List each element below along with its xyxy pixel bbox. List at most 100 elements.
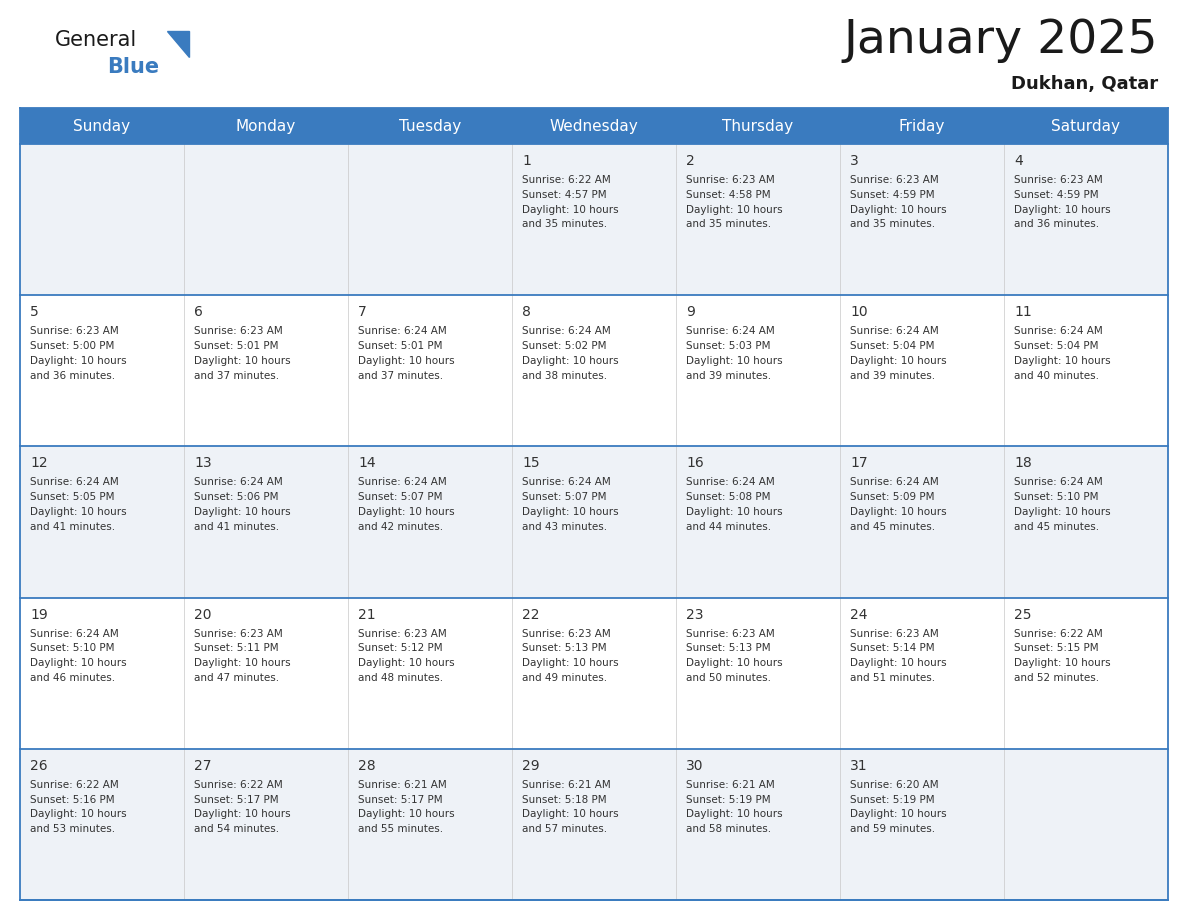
Text: Sunset: 4:58 PM: Sunset: 4:58 PM xyxy=(685,190,771,200)
Text: and 45 minutes.: and 45 minutes. xyxy=(1015,521,1099,532)
Text: and 41 minutes.: and 41 minutes. xyxy=(194,521,279,532)
Text: Sunrise: 6:23 AM: Sunrise: 6:23 AM xyxy=(1015,175,1102,185)
Text: Daylight: 10 hours: Daylight: 10 hours xyxy=(30,810,127,820)
Text: Sunrise: 6:23 AM: Sunrise: 6:23 AM xyxy=(194,629,283,639)
Text: Sunrise: 6:24 AM: Sunrise: 6:24 AM xyxy=(358,477,447,487)
Text: and 41 minutes.: and 41 minutes. xyxy=(30,521,115,532)
Text: 24: 24 xyxy=(849,608,867,621)
Text: Daylight: 10 hours: Daylight: 10 hours xyxy=(358,356,455,365)
Text: Sunrise: 6:22 AM: Sunrise: 6:22 AM xyxy=(522,175,611,185)
Text: Monday: Monday xyxy=(236,118,296,133)
Text: and 40 minutes.: and 40 minutes. xyxy=(1015,371,1099,381)
Text: Dukhan, Qatar: Dukhan, Qatar xyxy=(1011,75,1158,93)
Text: Sunset: 5:07 PM: Sunset: 5:07 PM xyxy=(358,492,442,502)
Text: Daylight: 10 hours: Daylight: 10 hours xyxy=(685,658,783,668)
Text: Daylight: 10 hours: Daylight: 10 hours xyxy=(194,810,291,820)
Text: Sunrise: 6:23 AM: Sunrise: 6:23 AM xyxy=(849,629,939,639)
Text: Daylight: 10 hours: Daylight: 10 hours xyxy=(849,810,947,820)
Text: 28: 28 xyxy=(358,759,375,773)
Text: 3: 3 xyxy=(849,154,859,168)
Text: 30: 30 xyxy=(685,759,703,773)
Text: Daylight: 10 hours: Daylight: 10 hours xyxy=(30,658,127,668)
Text: Sunset: 5:10 PM: Sunset: 5:10 PM xyxy=(1015,492,1099,502)
Text: and 37 minutes.: and 37 minutes. xyxy=(194,371,279,381)
Text: Daylight: 10 hours: Daylight: 10 hours xyxy=(194,658,291,668)
Text: 21: 21 xyxy=(358,608,375,621)
Text: Sunrise: 6:24 AM: Sunrise: 6:24 AM xyxy=(685,477,775,487)
Text: Sunset: 5:15 PM: Sunset: 5:15 PM xyxy=(1015,644,1099,654)
Text: Daylight: 10 hours: Daylight: 10 hours xyxy=(30,356,127,365)
Text: Daylight: 10 hours: Daylight: 10 hours xyxy=(522,205,619,215)
Text: and 42 minutes.: and 42 minutes. xyxy=(358,521,443,532)
Text: 5: 5 xyxy=(30,305,39,319)
Text: Sunrise: 6:22 AM: Sunrise: 6:22 AM xyxy=(194,779,283,789)
Text: 23: 23 xyxy=(685,608,703,621)
Text: Sunset: 4:57 PM: Sunset: 4:57 PM xyxy=(522,190,607,200)
Text: Sunrise: 6:24 AM: Sunrise: 6:24 AM xyxy=(849,477,939,487)
Text: and 39 minutes.: and 39 minutes. xyxy=(685,371,771,381)
Text: Sunrise: 6:24 AM: Sunrise: 6:24 AM xyxy=(685,326,775,336)
Bar xyxy=(20,296,1168,446)
Text: and 54 minutes.: and 54 minutes. xyxy=(194,824,279,834)
Text: Sunrise: 6:23 AM: Sunrise: 6:23 AM xyxy=(30,326,119,336)
Text: Daylight: 10 hours: Daylight: 10 hours xyxy=(849,356,947,365)
Text: and 35 minutes.: and 35 minutes. xyxy=(849,219,935,230)
Text: and 38 minutes.: and 38 minutes. xyxy=(522,371,607,381)
Text: Sunset: 5:07 PM: Sunset: 5:07 PM xyxy=(522,492,607,502)
Text: and 49 minutes.: and 49 minutes. xyxy=(522,673,607,683)
Text: Sunset: 5:04 PM: Sunset: 5:04 PM xyxy=(849,341,935,351)
Text: Sunrise: 6:20 AM: Sunrise: 6:20 AM xyxy=(849,779,939,789)
Text: Sunset: 5:10 PM: Sunset: 5:10 PM xyxy=(30,644,114,654)
Text: Sunrise: 6:23 AM: Sunrise: 6:23 AM xyxy=(685,629,775,639)
Text: and 37 minutes.: and 37 minutes. xyxy=(358,371,443,381)
Text: Tuesday: Tuesday xyxy=(399,118,461,133)
Text: Daylight: 10 hours: Daylight: 10 hours xyxy=(1015,205,1111,215)
Text: Sunrise: 6:23 AM: Sunrise: 6:23 AM xyxy=(849,175,939,185)
Text: Sunset: 5:09 PM: Sunset: 5:09 PM xyxy=(849,492,935,502)
Text: 27: 27 xyxy=(194,759,211,773)
Bar xyxy=(20,108,1168,144)
Text: Daylight: 10 hours: Daylight: 10 hours xyxy=(685,507,783,517)
Text: Sunset: 5:05 PM: Sunset: 5:05 PM xyxy=(30,492,114,502)
Text: Sunrise: 6:22 AM: Sunrise: 6:22 AM xyxy=(30,779,119,789)
Text: Sunset: 5:03 PM: Sunset: 5:03 PM xyxy=(685,341,771,351)
Text: Sunrise: 6:21 AM: Sunrise: 6:21 AM xyxy=(358,779,447,789)
Text: Sunset: 4:59 PM: Sunset: 4:59 PM xyxy=(849,190,935,200)
Text: 8: 8 xyxy=(522,305,531,319)
Text: Sunrise: 6:24 AM: Sunrise: 6:24 AM xyxy=(522,477,611,487)
Text: Sunset: 5:01 PM: Sunset: 5:01 PM xyxy=(194,341,278,351)
Polygon shape xyxy=(168,31,189,57)
Text: and 58 minutes.: and 58 minutes. xyxy=(685,824,771,834)
Text: Sunset: 5:13 PM: Sunset: 5:13 PM xyxy=(685,644,771,654)
Text: Daylight: 10 hours: Daylight: 10 hours xyxy=(685,810,783,820)
Text: Sunset: 5:12 PM: Sunset: 5:12 PM xyxy=(358,644,443,654)
Text: Sunrise: 6:24 AM: Sunrise: 6:24 AM xyxy=(30,629,119,639)
Text: 12: 12 xyxy=(30,456,48,470)
Text: 20: 20 xyxy=(194,608,211,621)
Text: Thursday: Thursday xyxy=(722,118,794,133)
Text: Sunset: 5:06 PM: Sunset: 5:06 PM xyxy=(194,492,278,502)
Text: Sunrise: 6:23 AM: Sunrise: 6:23 AM xyxy=(522,629,611,639)
Text: 31: 31 xyxy=(849,759,867,773)
Text: Sunrise: 6:23 AM: Sunrise: 6:23 AM xyxy=(685,175,775,185)
Text: Daylight: 10 hours: Daylight: 10 hours xyxy=(358,810,455,820)
Text: Sunset: 5:11 PM: Sunset: 5:11 PM xyxy=(194,644,279,654)
Text: 1: 1 xyxy=(522,154,531,168)
Text: 17: 17 xyxy=(849,456,867,470)
Text: and 59 minutes.: and 59 minutes. xyxy=(849,824,935,834)
Text: 14: 14 xyxy=(358,456,375,470)
Text: Daylight: 10 hours: Daylight: 10 hours xyxy=(358,507,455,517)
Text: Sunrise: 6:21 AM: Sunrise: 6:21 AM xyxy=(685,779,775,789)
Text: and 47 minutes.: and 47 minutes. xyxy=(194,673,279,683)
Text: 15: 15 xyxy=(522,456,539,470)
Text: and 48 minutes.: and 48 minutes. xyxy=(358,673,443,683)
Text: and 36 minutes.: and 36 minutes. xyxy=(1015,219,1099,230)
Text: 26: 26 xyxy=(30,759,48,773)
Text: Daylight: 10 hours: Daylight: 10 hours xyxy=(1015,658,1111,668)
Text: Daylight: 10 hours: Daylight: 10 hours xyxy=(522,507,619,517)
Text: Sunset: 5:08 PM: Sunset: 5:08 PM xyxy=(685,492,771,502)
Text: Daylight: 10 hours: Daylight: 10 hours xyxy=(30,507,127,517)
Text: 6: 6 xyxy=(194,305,203,319)
Text: and 55 minutes.: and 55 minutes. xyxy=(358,824,443,834)
Text: Daylight: 10 hours: Daylight: 10 hours xyxy=(358,658,455,668)
